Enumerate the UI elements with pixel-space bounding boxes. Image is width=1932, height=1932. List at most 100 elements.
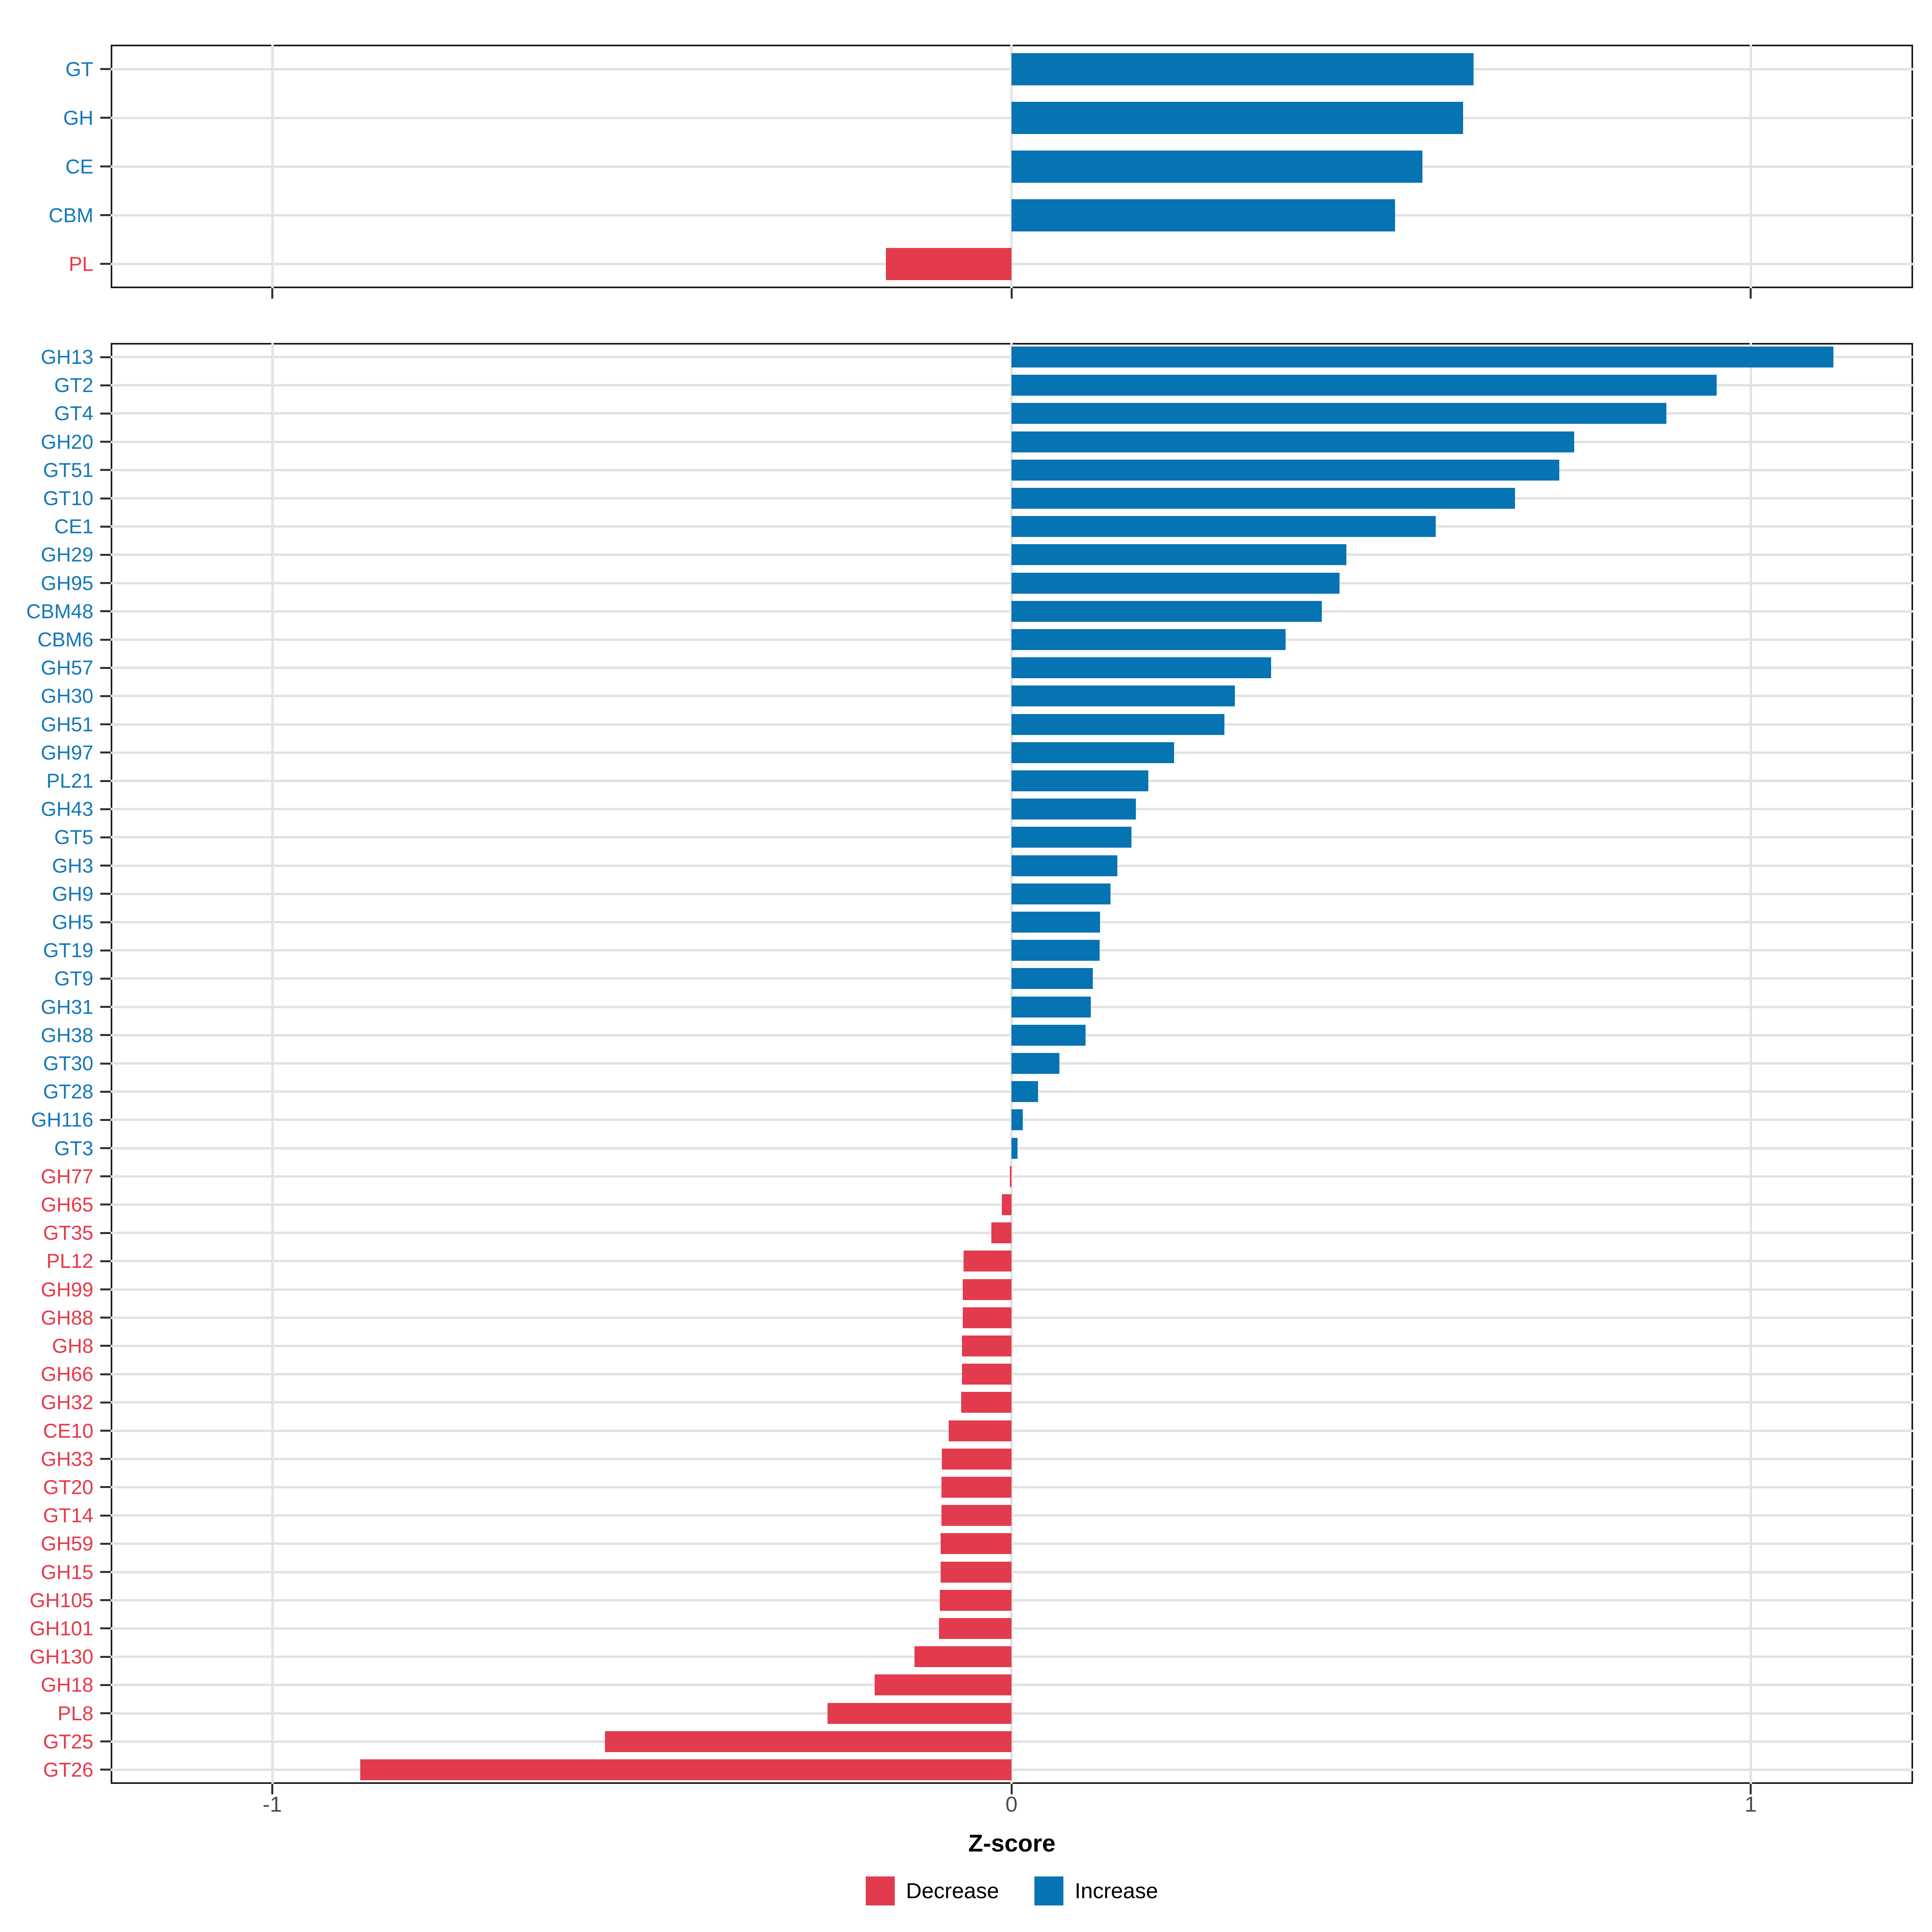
x-tick-label: -1 bbox=[262, 1792, 282, 1816]
row-label-GT51: GT51 bbox=[43, 458, 93, 481]
bar-GT5 bbox=[1011, 827, 1131, 848]
row-label-GH65: GH65 bbox=[41, 1193, 93, 1216]
row-label-GH5: GH5 bbox=[52, 911, 93, 934]
row-label-GH33: GH33 bbox=[41, 1447, 93, 1470]
y-axis-tick bbox=[100, 1175, 111, 1178]
bar-GH130 bbox=[914, 1646, 1011, 1668]
y-axis-tick bbox=[100, 723, 111, 726]
y-axis-tick bbox=[100, 1006, 111, 1008]
y-axis-tick bbox=[100, 469, 111, 471]
y-axis-tick bbox=[100, 1599, 111, 1602]
bar-GH8 bbox=[962, 1335, 1011, 1356]
y-axis-tick bbox=[100, 1373, 111, 1375]
row-label-CE10: CE10 bbox=[43, 1419, 93, 1442]
row-label-GT25: GT25 bbox=[43, 1730, 93, 1753]
bar-GH99 bbox=[962, 1279, 1011, 1300]
x-tick-label: 1 bbox=[1744, 1792, 1757, 1816]
x-axis-tick bbox=[1010, 288, 1013, 299]
y-axis-tick bbox=[100, 1712, 111, 1714]
row-label-CE1: CE1 bbox=[54, 515, 93, 538]
bar-GH88 bbox=[962, 1307, 1011, 1328]
y-axis-tick bbox=[100, 525, 111, 528]
row-label-GH116: GH116 bbox=[31, 1108, 93, 1131]
y-gridline bbox=[111, 1232, 1913, 1234]
bar-PL12 bbox=[963, 1251, 1011, 1272]
y-axis-tick bbox=[100, 638, 111, 641]
row-label-GH9: GH9 bbox=[52, 882, 93, 905]
x-axis-tick bbox=[271, 1784, 273, 1794]
bar-GH77 bbox=[1010, 1166, 1011, 1187]
bar-GH116 bbox=[1011, 1109, 1023, 1131]
legend-label: Decrease bbox=[906, 1878, 999, 1903]
row-label-GH101: GH101 bbox=[29, 1617, 93, 1640]
y-gridline bbox=[111, 1655, 1913, 1658]
y-gridline bbox=[111, 1288, 1913, 1291]
y-axis-tick bbox=[100, 165, 111, 167]
y-axis-tick bbox=[100, 1571, 111, 1573]
row-label-GH3: GH3 bbox=[52, 854, 93, 877]
y-axis-tick bbox=[100, 780, 111, 782]
bar-GT20 bbox=[941, 1476, 1011, 1498]
x-axis-tick bbox=[1750, 288, 1752, 299]
legend-label: Increase bbox=[1074, 1878, 1158, 1903]
row-label-PL: PL bbox=[68, 252, 93, 275]
bar-GH43 bbox=[1011, 799, 1136, 820]
row-label-CBM: CBM bbox=[48, 204, 93, 227]
y-gridline bbox=[111, 1768, 1913, 1771]
y-axis-tick bbox=[100, 412, 111, 415]
bar-CE1 bbox=[1011, 516, 1436, 537]
row-label-GT19: GT19 bbox=[43, 939, 93, 962]
y-gridline bbox=[111, 1599, 1913, 1602]
y-axis-tick bbox=[100, 263, 111, 265]
y-axis-tick bbox=[100, 695, 111, 697]
row-label-GH13: GH13 bbox=[41, 346, 93, 369]
row-label-GH51: GH51 bbox=[41, 713, 93, 736]
row-label-GT5: GT5 bbox=[54, 826, 93, 849]
row-label-GH43: GH43 bbox=[41, 798, 93, 821]
legend-item-decrease: Decrease bbox=[865, 1876, 1034, 1905]
classes-panel bbox=[111, 45, 1913, 288]
row-label-GH31: GH31 bbox=[41, 995, 93, 1018]
bar-GH29 bbox=[1011, 544, 1346, 566]
row-label-CE: CE bbox=[65, 155, 93, 178]
y-axis-tick bbox=[100, 949, 111, 952]
bar-GT30 bbox=[1011, 1053, 1060, 1074]
legend-item-increase: Increase bbox=[1034, 1876, 1158, 1905]
y-axis-tick bbox=[100, 1119, 111, 1121]
y-axis-tick bbox=[100, 667, 111, 669]
bar-GH3 bbox=[1011, 855, 1117, 876]
y-axis-tick bbox=[100, 1232, 111, 1234]
families-panel bbox=[111, 343, 1913, 1784]
bar-PL bbox=[886, 248, 1011, 280]
bar-GH57 bbox=[1011, 657, 1271, 679]
y-axis-tick bbox=[100, 1203, 111, 1206]
row-label-GH77: GH77 bbox=[41, 1165, 93, 1188]
row-label-GT20: GT20 bbox=[43, 1476, 93, 1499]
row-label-GT: GT bbox=[65, 58, 93, 80]
y-gridline bbox=[111, 1514, 1913, 1517]
y-gridline bbox=[111, 1429, 1913, 1432]
y-gridline bbox=[111, 1712, 1913, 1715]
x-axis-tick bbox=[1750, 1784, 1752, 1794]
y-axis-tick bbox=[100, 1769, 111, 1771]
row-label-GT35: GT35 bbox=[43, 1222, 93, 1245]
row-label-GH8: GH8 bbox=[52, 1334, 93, 1357]
y-gridline bbox=[111, 1627, 1913, 1630]
y-gridline bbox=[111, 1457, 1913, 1460]
y-axis-tick bbox=[100, 582, 111, 584]
x-axis-tick bbox=[1010, 1784, 1013, 1794]
bar-GT28 bbox=[1011, 1081, 1038, 1102]
bar-GH5 bbox=[1011, 912, 1100, 933]
y-axis-tick bbox=[100, 1430, 111, 1432]
y-axis-tick bbox=[100, 1317, 111, 1319]
y-axis-tick bbox=[100, 441, 111, 443]
row-label-GT2: GT2 bbox=[54, 374, 93, 397]
y-axis-tick bbox=[100, 384, 111, 386]
legend-swatch-decrease bbox=[865, 1876, 895, 1905]
y-axis-tick bbox=[100, 1034, 111, 1036]
bar-CBM bbox=[1011, 199, 1395, 231]
y-axis-tick bbox=[100, 1288, 111, 1291]
row-label-GT28: GT28 bbox=[43, 1080, 93, 1103]
y-gridline bbox=[111, 1684, 1913, 1686]
bar-GH38 bbox=[1011, 1024, 1086, 1046]
